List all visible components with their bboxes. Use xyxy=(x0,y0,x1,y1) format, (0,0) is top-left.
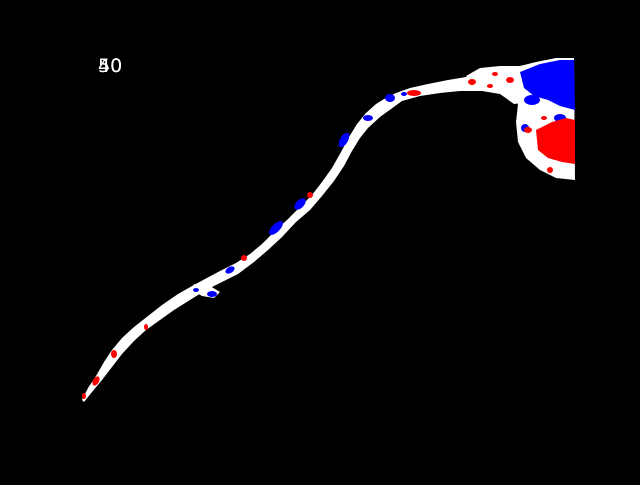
red-patch xyxy=(241,255,247,261)
red-patch xyxy=(487,84,493,88)
red-patch xyxy=(407,90,421,96)
red-patch xyxy=(468,79,476,85)
red-patch xyxy=(524,127,532,133)
red-patch xyxy=(492,72,498,76)
red-patch xyxy=(541,116,547,120)
red-patch xyxy=(144,324,148,330)
red-patch xyxy=(506,77,514,83)
blue-patch xyxy=(401,92,407,96)
blue-patch xyxy=(385,94,395,102)
red-patch xyxy=(111,350,117,358)
red-patch xyxy=(82,393,86,399)
red-patch xyxy=(307,192,313,198)
frame-label-front: 40 xyxy=(98,56,122,76)
red-patch xyxy=(547,167,553,173)
blue-patch xyxy=(524,95,540,105)
blue-patch xyxy=(207,291,217,297)
blue-patch xyxy=(193,288,199,292)
blue-patch xyxy=(363,115,373,121)
